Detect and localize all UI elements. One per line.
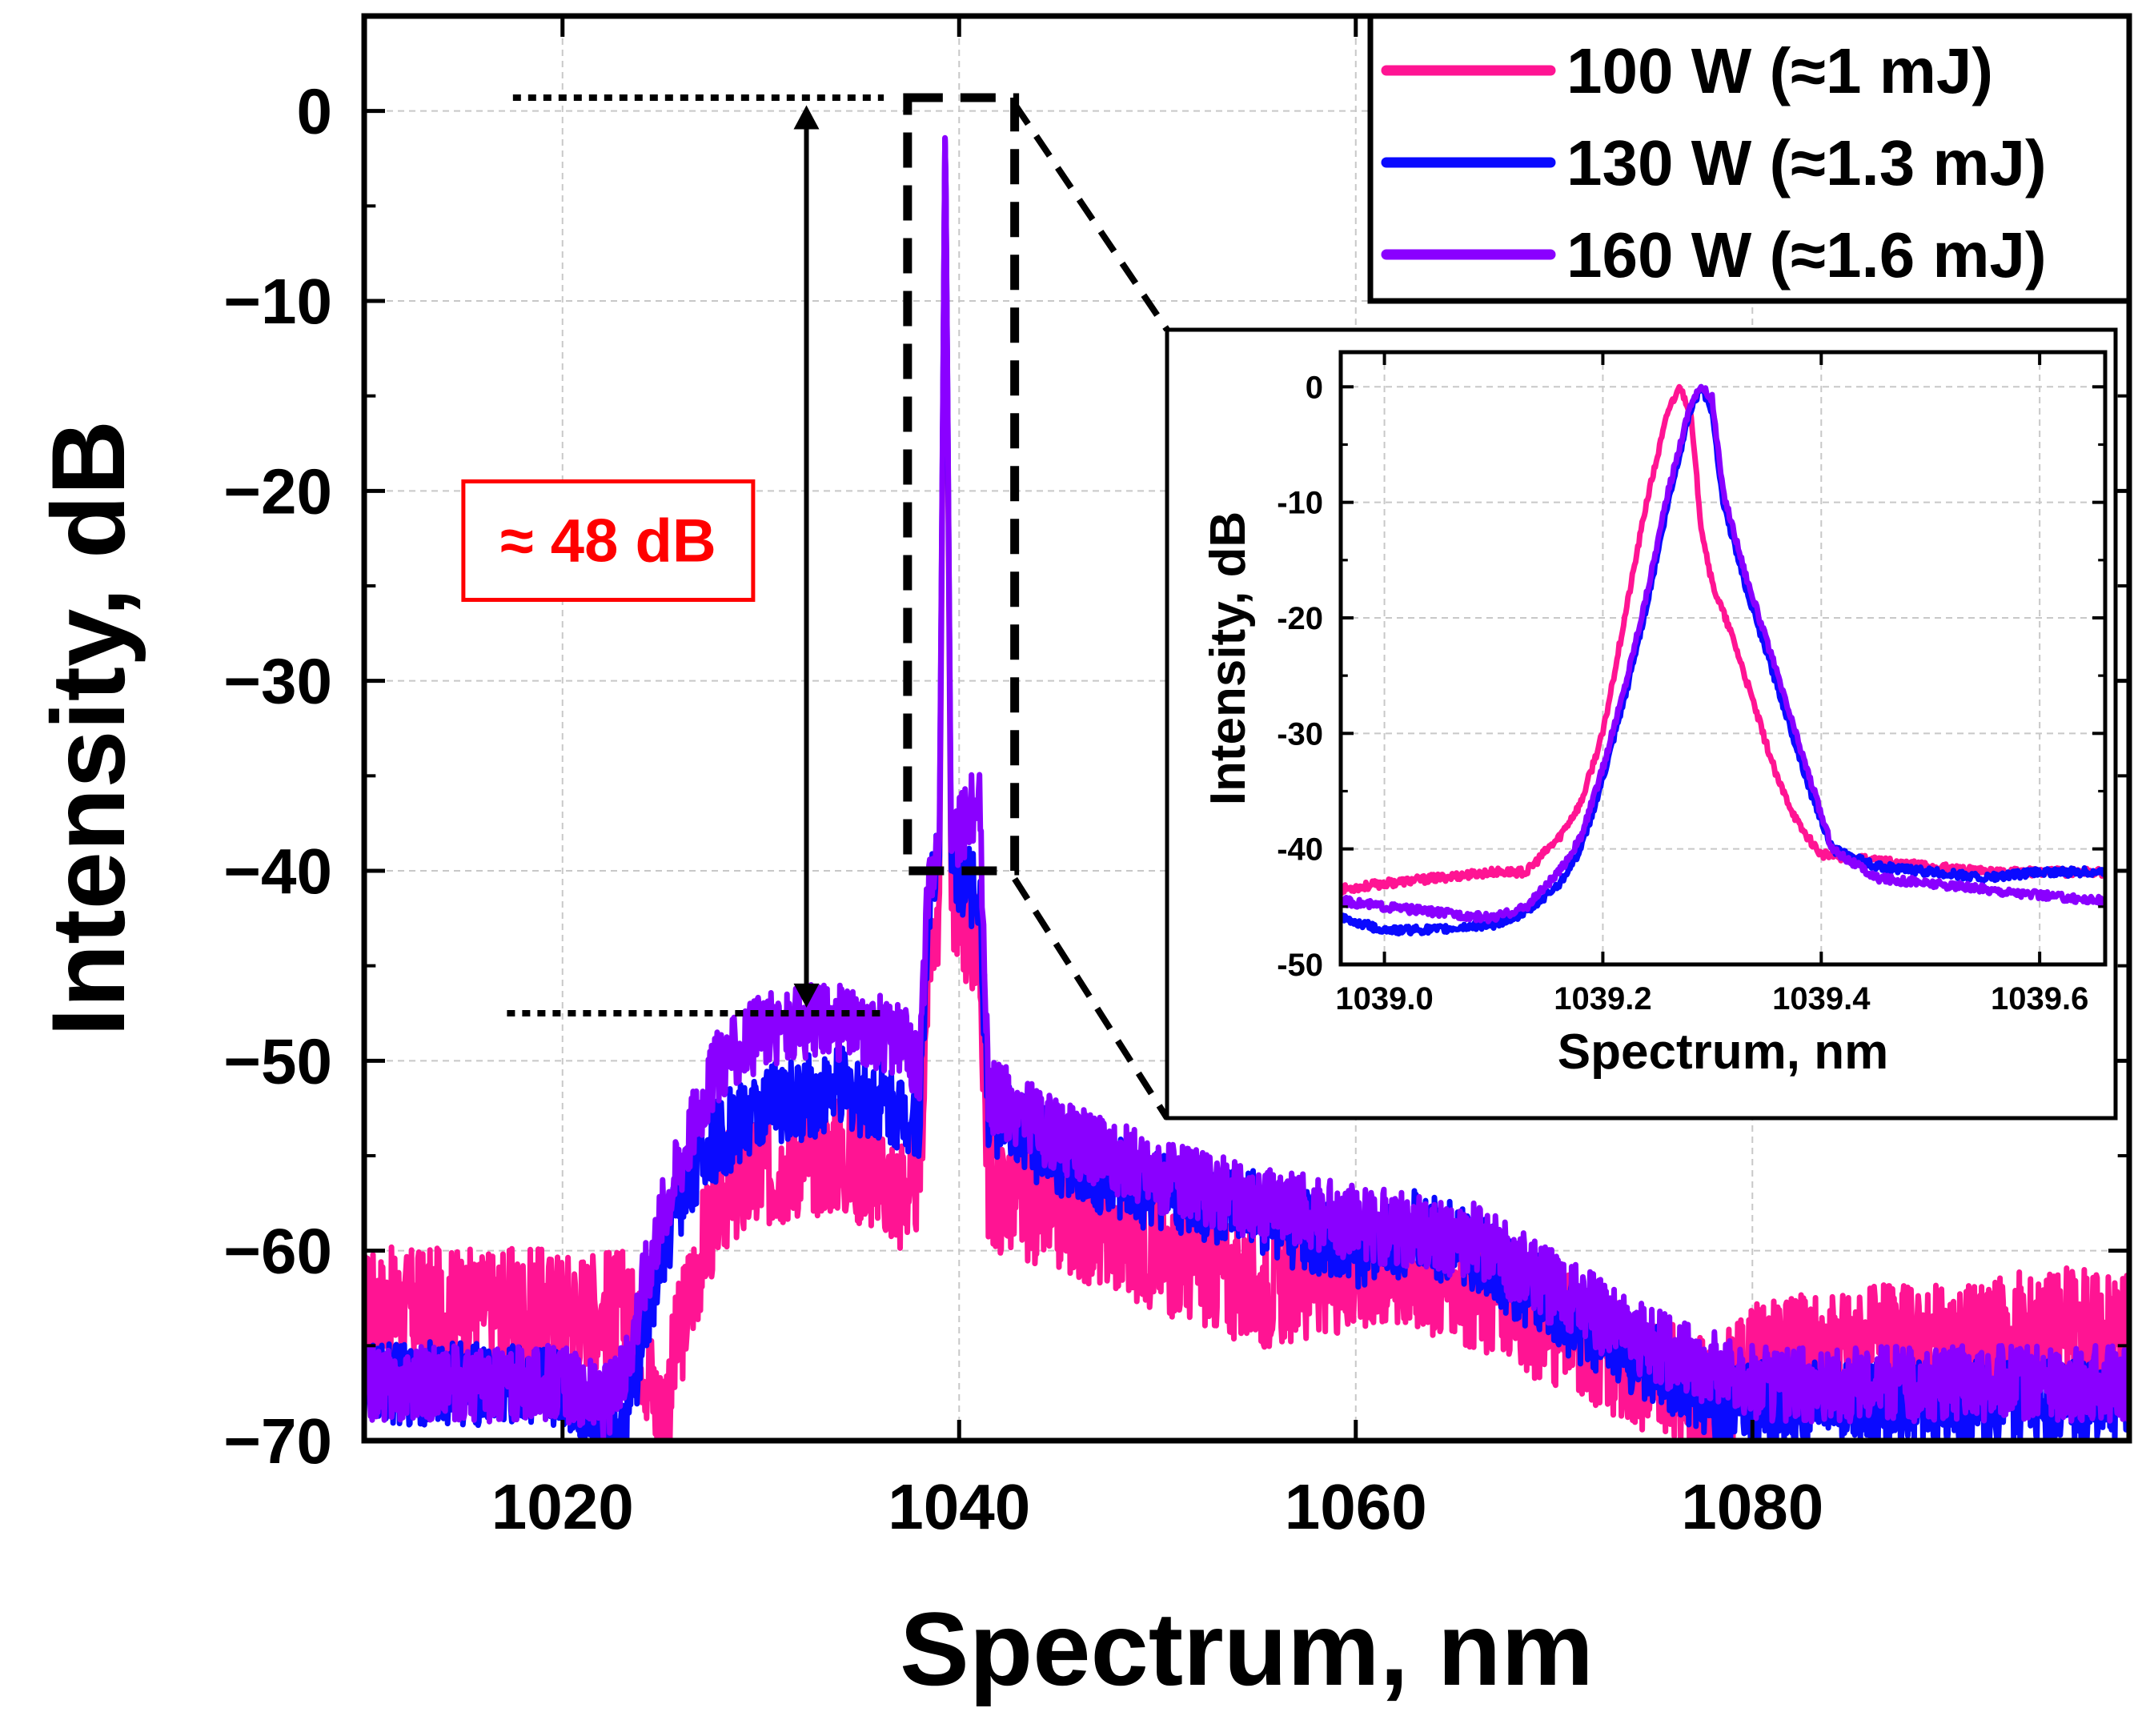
series-line-2 [1341,383,2105,924]
x-tick-label-2: 1060 [1285,1471,1427,1542]
legend: 100 W (≈1 mJ) 130 W (≈1.3 mJ) 160 W (≈1.6 … [1367,13,2132,304]
y-tick-label-7: −70 [223,1405,332,1477]
y-tick-label-2: −20 [223,455,332,527]
zoom-box [903,93,1020,876]
x-tick-label-1: 1040 [888,1471,1030,1542]
inset-background [1165,327,2118,1121]
y-tick-label-0: 0 [297,76,333,147]
y-tick-label-0: 0 [1306,370,1323,405]
measure-label-text: ≈ 48 dB [500,507,716,575]
inset-x-axis-label: Spectrum, nm [1558,1024,1888,1080]
y-tick-label-1: −10 [223,266,332,337]
y-tick-label-3: −30 [223,646,332,717]
y-tick-label-6: −60 [223,1216,332,1287]
main-x-axis-label: Spectrum, nm [900,1590,1594,1707]
series-line-0 [1341,383,2105,896]
series-line-0 [364,137,2129,1441]
y-tick-label-5: -50 [1277,948,1323,983]
zoom-connector-bottom [1012,876,1170,1121]
y-tick-label-1: -10 [1277,486,1323,521]
main-y-axis-label: Intensity, dB [30,420,146,1036]
measure-arrow-head-up [793,105,820,130]
measure-arrow-head-down [793,983,820,1008]
x-tick-label-2: 1039.4 [1772,981,1871,1016]
y-tick-label-3: -30 [1277,716,1323,752]
inset-y-axis-label: Intensity, dB [1201,511,1256,805]
x-tick-label-0: 1039.0 [1335,981,1433,1016]
legend-label-1: 130 W (≈1.3 mJ) [1566,127,2047,198]
measure-label-box [461,479,756,602]
zoom-connector-top [1012,102,1170,332]
legend-entries: 100 W (≈1 mJ) 130 W (≈1.3 mJ) 160 W (≈1.6 … [1381,35,2047,291]
y-tick-label-4: −40 [223,836,332,907]
main-plot-frame [361,13,2132,1444]
x-tick-label-1: 1039.2 [1554,981,1651,1016]
legend-label-2: 160 W (≈1.6 mJ) [1566,219,2047,291]
x-tick-label-0: 1020 [491,1471,634,1542]
main-series-group [364,134,2129,1441]
main-ticks: 1020 1040 1060 1080 0 −10 −20 −30 −40 −50 −60 −70 [223,16,2129,1542]
inset-series-group [1341,383,2105,937]
y-tick-label-4: -40 [1277,832,1323,868]
inset-ticks: 1039.0 1039.2 1039.4 1039.6 0 -10 -20 -30 -40 -50 [1277,352,2105,1016]
x-tick-label-3: 1039.6 [1991,981,2088,1016]
series-line-2 [364,134,2129,1441]
main-annotations: ≈ 48 dB [461,93,1170,1121]
inset-plot-frame [1338,350,2108,967]
y-tick-label-5: −50 [223,1025,332,1097]
legend-label-0: 100 W (≈1 mJ) [1566,35,1993,106]
y-tick-label-2: -20 [1277,601,1323,636]
x-tick-label-3: 1080 [1681,1471,1823,1542]
